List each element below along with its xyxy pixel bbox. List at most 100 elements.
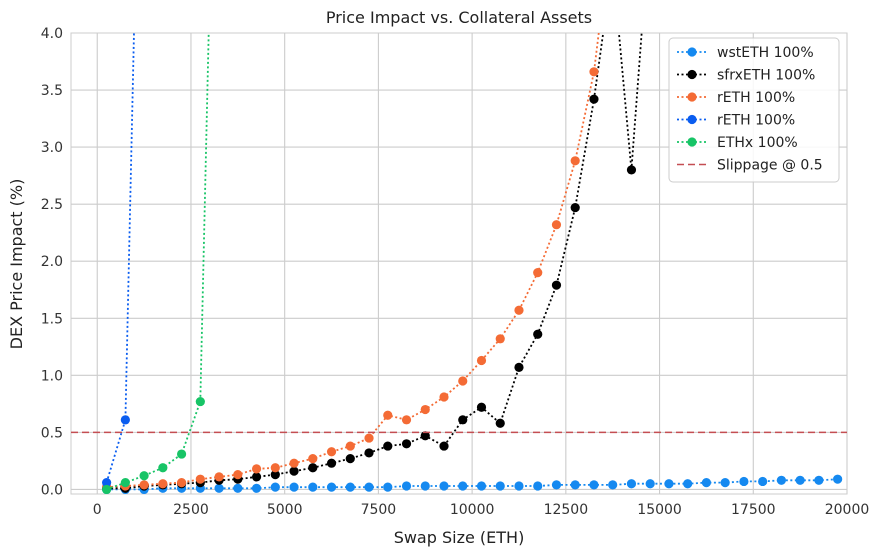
series-4 (102, 33, 210, 494)
data-point (364, 433, 374, 443)
data-point (383, 441, 393, 451)
data-point (476, 481, 487, 491)
data-point (533, 268, 543, 278)
x-tick-label: 5000 (267, 502, 303, 518)
y-tick-label: 2.0 (41, 254, 63, 270)
y-tick-label: 0.5 (41, 425, 63, 441)
data-point (514, 305, 524, 315)
series-clip-group (71, 33, 847, 494)
data-point (345, 441, 355, 451)
legend: wstETH 100% sfrxETH 100% rETH 100% rETH 100… (668, 37, 840, 183)
data-point (326, 458, 337, 468)
data-point (776, 475, 786, 485)
data-point (326, 482, 337, 492)
legend-label: sfrxETH 100% (717, 68, 815, 84)
data-point (533, 329, 543, 339)
legend-swatch-marker (687, 114, 697, 125)
data-point (289, 482, 299, 492)
data-point (289, 466, 299, 476)
data-point (589, 67, 599, 77)
legend-label: wstETH 100% (717, 45, 814, 61)
data-point (139, 480, 149, 490)
data-point (139, 471, 149, 481)
data-point (289, 458, 299, 468)
data-point (795, 475, 805, 485)
x-tick-label: 15000 (637, 502, 682, 518)
data-point (758, 476, 768, 487)
data-point (214, 472, 224, 482)
data-point (589, 94, 599, 104)
legend-swatch-marker (687, 47, 697, 57)
data-point (814, 475, 824, 485)
data-point (401, 439, 412, 449)
data-point (495, 418, 505, 428)
data-point (495, 481, 505, 491)
series-line (106, 478, 838, 491)
data-point (158, 463, 168, 473)
data-point (401, 415, 412, 425)
legend-entry: wstETH 100% (677, 45, 814, 61)
x-tick-label: 2500 (173, 502, 209, 518)
data-point (233, 470, 243, 480)
data-point (251, 464, 262, 474)
data-point (401, 481, 412, 491)
legend-swatch-marker (687, 69, 697, 80)
x-tick-label: 0 (93, 502, 102, 518)
data-point (420, 481, 430, 491)
data-point (476, 355, 487, 366)
y-tick-label: 2.5 (41, 197, 63, 213)
y-tick-label: 0.0 (41, 482, 63, 498)
data-point (833, 474, 843, 484)
data-point (570, 480, 580, 490)
data-point (608, 480, 618, 490)
data-point (364, 448, 374, 458)
x-tick-label: 10000 (450, 502, 495, 518)
legend-entry: ETHx 100% (677, 135, 798, 151)
data-point (326, 447, 337, 457)
data-point (214, 483, 224, 493)
data-point (420, 431, 430, 441)
data-point (102, 484, 112, 494)
legend-label: ETHx 100% (717, 135, 798, 151)
data-point (683, 479, 693, 489)
y-tick-label: 4.0 (41, 26, 63, 42)
data-point (251, 472, 262, 482)
x-tick-label: 17500 (731, 502, 776, 518)
x-tick-label: 12500 (544, 502, 589, 518)
y-tick-label: 3.5 (41, 83, 63, 99)
legend-entry: rETH 100% (677, 113, 795, 129)
data-point (420, 404, 430, 415)
legend-entry: Slippage @ 0.5 (677, 158, 823, 174)
data-point (120, 477, 130, 488)
data-point (439, 481, 449, 491)
data-point (383, 410, 393, 420)
data-point (195, 396, 205, 407)
data-point (270, 463, 280, 473)
data-point (626, 165, 637, 175)
legend-label: Slippage @ 0.5 (717, 158, 823, 174)
data-point (514, 362, 524, 372)
data-point (570, 202, 580, 213)
data-point (308, 482, 318, 492)
data-point (308, 454, 318, 464)
data-point (514, 481, 524, 491)
data-point (645, 479, 655, 489)
data-point (176, 449, 187, 459)
y-tick-label: 1.0 (41, 368, 63, 384)
series-3 (102, 33, 135, 488)
data-point (270, 482, 280, 492)
legend-label: rETH 100% (717, 113, 795, 129)
x-tick-label: 7500 (361, 502, 397, 518)
data-point (551, 220, 562, 230)
data-point (270, 470, 280, 480)
data-point (626, 479, 637, 489)
data-point (383, 482, 393, 492)
series-layer (71, 33, 847, 494)
data-point (551, 280, 562, 290)
legend-swatch-marker (687, 137, 697, 147)
y-axis-ticks: 0.0 0.5 1.0 1.5 2.0 2.5 3.0 3.5 4.0 (41, 26, 63, 498)
data-point (533, 481, 543, 491)
data-point (476, 402, 487, 412)
legend-entry: sfrxETH 100% (677, 68, 815, 84)
